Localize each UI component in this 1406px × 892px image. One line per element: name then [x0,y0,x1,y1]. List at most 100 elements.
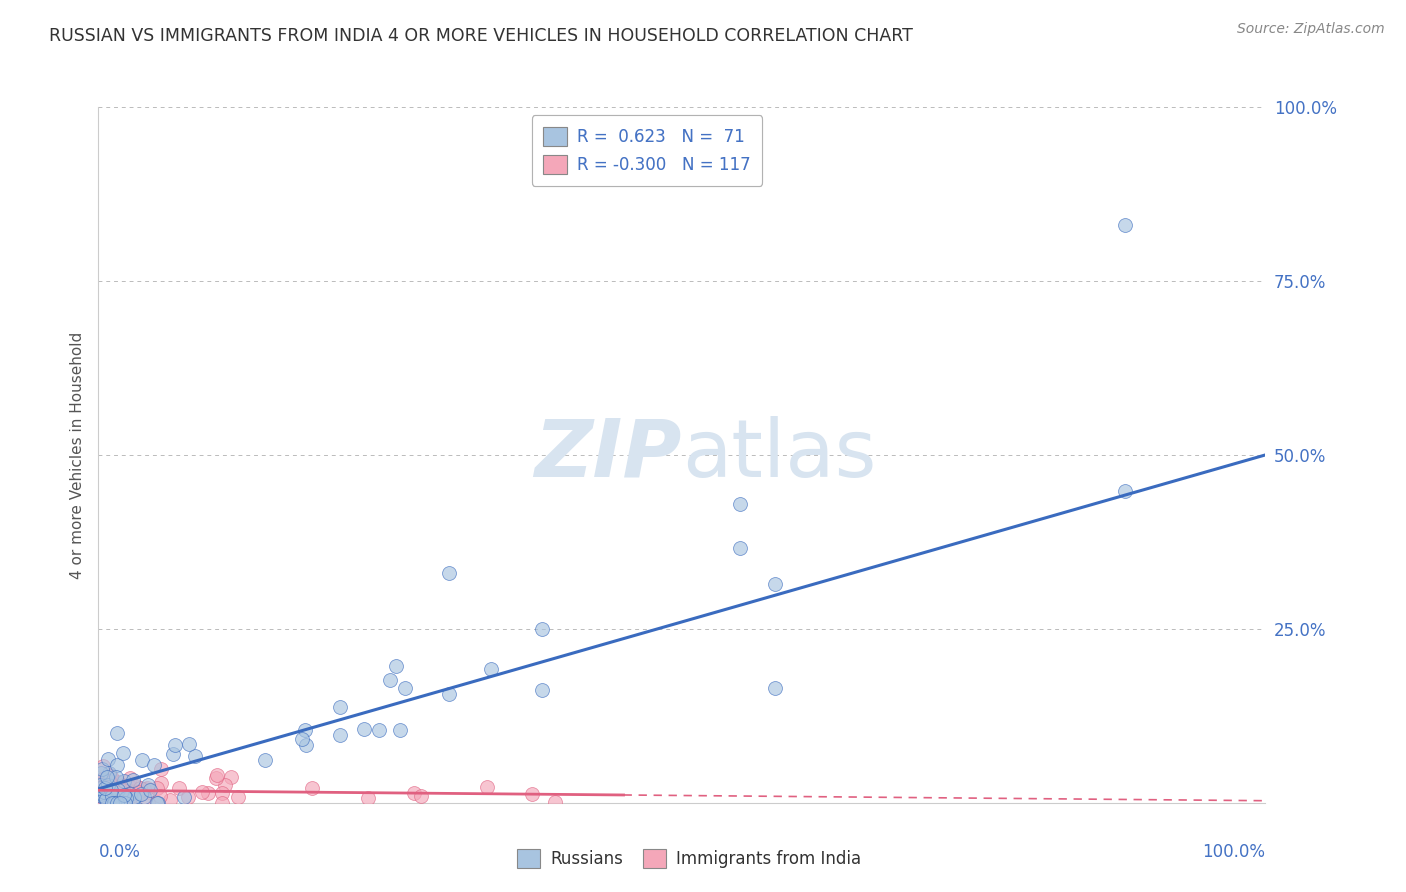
Point [90,762,112,776]
Point [173,790,195,805]
Point [96,791,118,805]
Point [124,789,146,804]
Point [89,793,111,807]
Point [120,772,142,786]
Text: Source: ZipAtlas.com: Source: ZipAtlas.com [1237,22,1385,37]
Point [118,780,141,794]
Point [96,770,118,784]
Point [100,769,122,783]
Point [131,753,153,767]
Point [146,796,169,810]
Point [89,795,111,809]
Point [129,787,152,801]
Text: ZIP: ZIP [534,416,682,494]
Point [114,789,136,803]
Point [93,791,115,805]
Point [93,784,115,798]
Point [162,747,184,762]
Point [105,757,128,772]
Point [100,782,122,797]
Point [105,793,128,807]
Point [197,786,219,800]
Point [89,786,111,800]
Point [294,723,316,737]
Point [214,778,236,792]
Point [93,785,115,799]
Point [378,673,402,687]
Point [89,796,111,810]
Point [91,776,114,790]
Point [96,776,118,790]
Point [107,793,129,807]
Point [353,722,375,736]
Point [165,739,187,753]
Point [89,781,111,796]
Point [90,789,112,804]
Point [159,793,181,807]
Point [89,782,111,797]
Point [100,796,122,810]
Point [142,758,165,772]
Point [389,723,412,737]
Point [114,796,136,810]
Point [89,777,111,791]
Point [169,780,191,795]
Point [112,788,135,802]
Point [100,796,122,810]
Point [89,785,111,799]
Point [91,788,114,802]
Point [411,789,433,803]
Point [93,784,115,798]
Point [228,790,250,805]
Point [114,796,136,810]
Text: 0.0%: 0.0% [98,843,141,861]
Point [219,770,242,784]
Point [96,785,118,799]
Point [253,753,276,767]
Point [105,770,128,784]
Point [111,783,134,797]
Point [101,796,124,810]
Point [1114,219,1136,233]
Point [104,796,127,810]
Point [763,577,786,591]
Point [89,788,111,802]
Point [89,777,111,791]
Point [100,775,122,789]
Point [107,775,129,789]
Point [111,788,134,802]
Point [184,748,207,763]
Point [93,789,115,803]
Point [146,781,169,796]
Point [437,687,460,701]
Point [90,765,112,780]
Point [118,788,141,802]
Point [89,795,111,809]
Point [94,796,117,810]
Point [90,781,112,796]
Point [367,723,389,738]
Point [98,795,121,809]
Point [111,778,134,792]
Point [103,784,125,798]
Point [93,780,115,794]
Point [94,780,117,795]
Point [120,789,142,803]
Point [90,778,112,792]
Point [132,781,155,796]
Point [91,776,114,790]
Point [97,778,120,792]
Point [437,566,460,581]
Point [91,790,114,805]
Point [479,662,502,676]
Point [89,787,111,801]
Point [177,790,200,805]
Point [101,784,124,798]
Point [136,778,159,792]
Point [211,796,233,810]
Point [93,759,115,773]
Point [96,782,118,797]
Point [94,790,117,805]
Point [89,783,111,797]
Point [89,780,111,794]
